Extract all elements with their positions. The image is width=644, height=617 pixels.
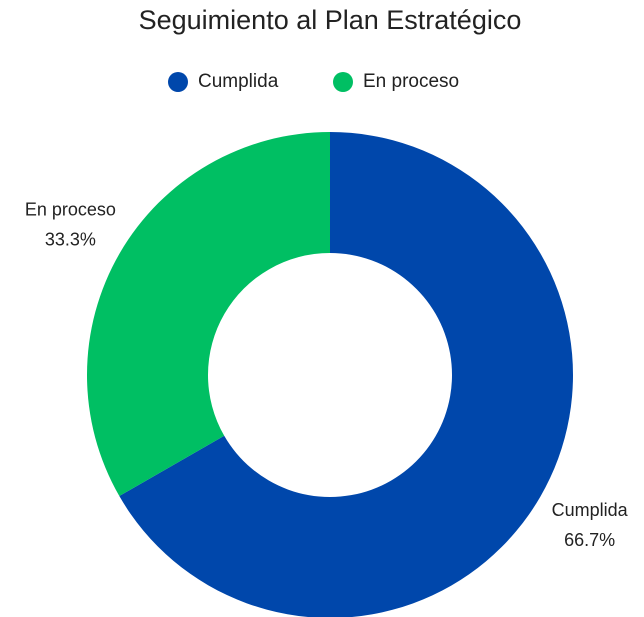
legend-label: En proceso (363, 71, 459, 92)
legend-swatch (333, 72, 353, 92)
legend-swatch (168, 72, 188, 92)
chart-title: Seguimiento al Plan Estratégico (139, 5, 522, 35)
slice-label: Cumplida (552, 500, 629, 520)
slice-value: 33.3% (45, 229, 96, 249)
slice-value: 66.7% (564, 530, 615, 550)
slice (86, 132, 331, 497)
slice (119, 132, 573, 617)
slice-label: En proceso (25, 199, 116, 219)
legend-label: Cumplida (198, 71, 279, 92)
